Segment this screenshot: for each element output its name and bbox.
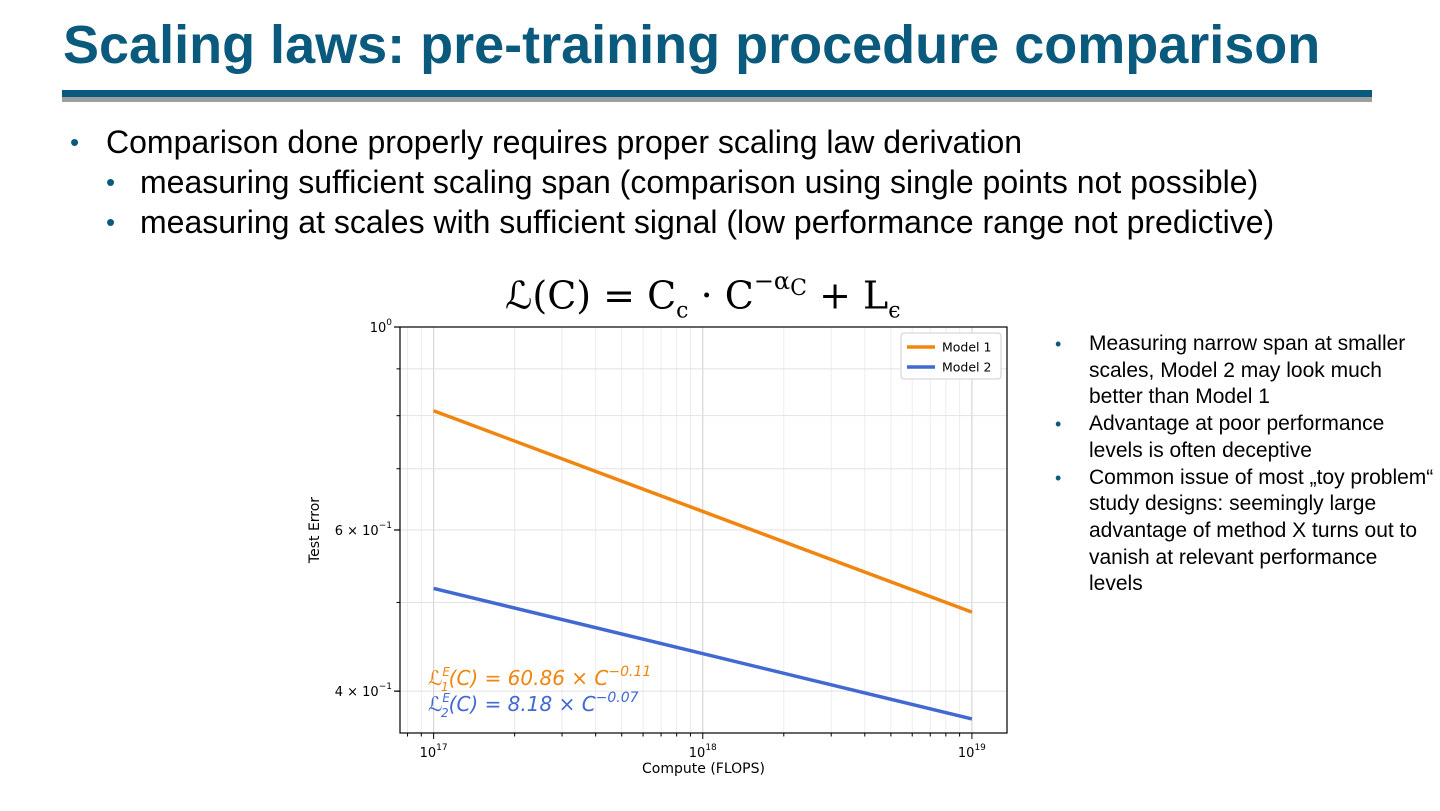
scaling-law-formula: ℒ(C) = Cc · C−αC + Lϵ [505,267,901,324]
bullet-dot-icon: • [106,207,116,237]
x-axis-label: Compute (FLOPS) [642,761,765,777]
series-line [433,586,973,721]
side-bullet-item: • Measuring narrow span at smaller scale… [1055,331,1435,411]
side-bullet-text: Common issue of most „toy problem“ study… [1089,465,1434,596]
side-bullet-text: Measuring narrow span at smaller scales,… [1089,332,1406,409]
title-rule-grey [62,97,1372,102]
side-bullet-item: • Common issue of most „toy problem“ stu… [1055,465,1435,599]
y-tick-label: 6 × 10−1 [335,521,392,539]
series-line [433,409,973,614]
bullet-dot-icon: • [1055,414,1062,435]
bullet-text: measuring sufficient scaling span (compa… [140,164,1259,200]
side-bullet-text: Advantage at poor performance levels is … [1089,412,1385,462]
bullet-text: measuring at scales with sufficient sign… [140,204,1275,240]
chart-legend: Model 1 Model 2 [900,332,1002,380]
y-axis-label: Test Error [307,497,323,564]
bullet-dot-icon: • [1055,334,1062,354]
series-lines [433,409,973,721]
bullet-dot-icon: • [106,167,116,197]
bullet-text: Comparison done properly requires proper… [106,124,1023,160]
side-bullet-item: • Advantage at poor performance levels i… [1055,411,1435,464]
y-tick-label: 100 [370,318,393,336]
bullet-dot-icon: • [70,127,80,157]
y-tick-label: 4 × 10−1 [335,682,392,700]
sub-bullet-item: • measuring at scales with sufficient si… [70,202,1280,242]
x-tick-label: 1017 [420,743,448,761]
x-tick-label: 1018 [689,743,717,761]
fit-equation-label: ℒE 1(C) = 60.86 × C−0.11 [428,664,651,694]
legend-label: Model 2 [942,360,991,375]
legend-label: Model 1 [942,340,991,355]
side-bullet-list: • Measuring narrow span at smaller scale… [1055,331,1435,598]
x-tick-label: 1019 [958,743,986,761]
title-rule-blue [62,90,1372,97]
sub-bullet-item: • measuring sufficient scaling span (com… [70,162,1410,202]
fit-equation-label: ℒE 2(C) = 8.18 × C−0.07 [428,690,639,720]
bullet-dot-icon: • [1055,467,1062,488]
main-bullet-list: • Comparison done properly requires prop… [70,122,1410,242]
bullet-item: • Comparison done properly requires prop… [70,122,1410,162]
slide-title: Scaling laws: pre-training procedure com… [63,15,1321,75]
